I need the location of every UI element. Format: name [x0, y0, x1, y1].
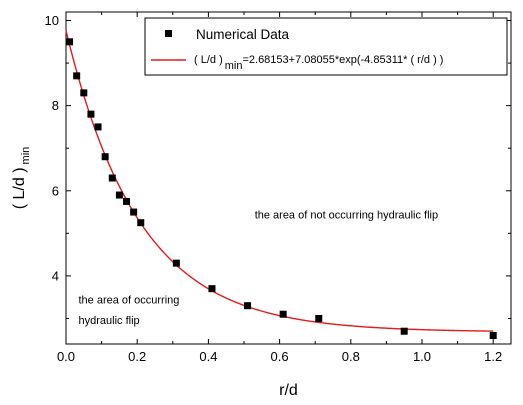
data-point — [137, 219, 144, 226]
data-point — [244, 302, 251, 309]
data-point — [401, 328, 408, 335]
data-point — [102, 153, 109, 160]
x-tick-label: 0.2 — [128, 349, 146, 364]
legend-fit-suffix: =2.68153+7.08055*exp(-4.85311* ( r/d ) ) — [242, 54, 443, 66]
annotation-text: the area of not occurring hydraulic flip — [255, 209, 438, 221]
x-tick-label: 0.8 — [342, 349, 360, 364]
x-tick-label: 1.0 — [413, 349, 431, 364]
y-axis-title: ( L/d ) min — [11, 147, 32, 210]
data-point — [80, 89, 87, 96]
annotation-text: the area of occurring — [79, 295, 180, 307]
data-point — [130, 209, 137, 216]
data-point — [490, 332, 497, 339]
y-tick-label: 4 — [52, 268, 59, 283]
legend-marker-square — [165, 30, 172, 37]
x-tick-label: 0.6 — [271, 349, 289, 364]
legend-fit-sub: min — [225, 60, 243, 72]
data-point — [95, 123, 102, 130]
legend-label-numerical-data: Numerical Data — [196, 27, 290, 42]
x-tick-label: 1.2 — [484, 349, 502, 364]
x-tick-label: 0.0 — [57, 349, 75, 364]
legend-fit-prefix: ( L/d ) — [194, 54, 223, 66]
data-point — [123, 198, 130, 205]
data-point — [208, 285, 215, 292]
y-axis-title-sub: min — [20, 147, 32, 165]
data-point — [173, 260, 180, 267]
x-axis-title: r/d — [279, 382, 298, 399]
y-axis-title-main: ( L/d ) — [11, 167, 28, 209]
x-tick-label: 0.4 — [199, 349, 217, 364]
data-point — [73, 72, 80, 79]
y-tick-label: 6 — [52, 183, 59, 198]
legend: Numerical Data ( L/d ) min=2.68153+7.0805… — [145, 18, 507, 75]
y-tick-label: 10 — [45, 13, 59, 28]
data-point — [66, 38, 73, 45]
svg-text:( L/d )min: ( L/d ) min — [11, 147, 32, 210]
data-point — [280, 311, 287, 318]
data-point — [109, 175, 116, 182]
annotation-text: hydraulic flip — [79, 315, 140, 327]
data-point — [87, 111, 94, 118]
data-point — [315, 315, 322, 322]
data-point — [116, 192, 123, 199]
y-tick-label: 8 — [52, 98, 59, 113]
